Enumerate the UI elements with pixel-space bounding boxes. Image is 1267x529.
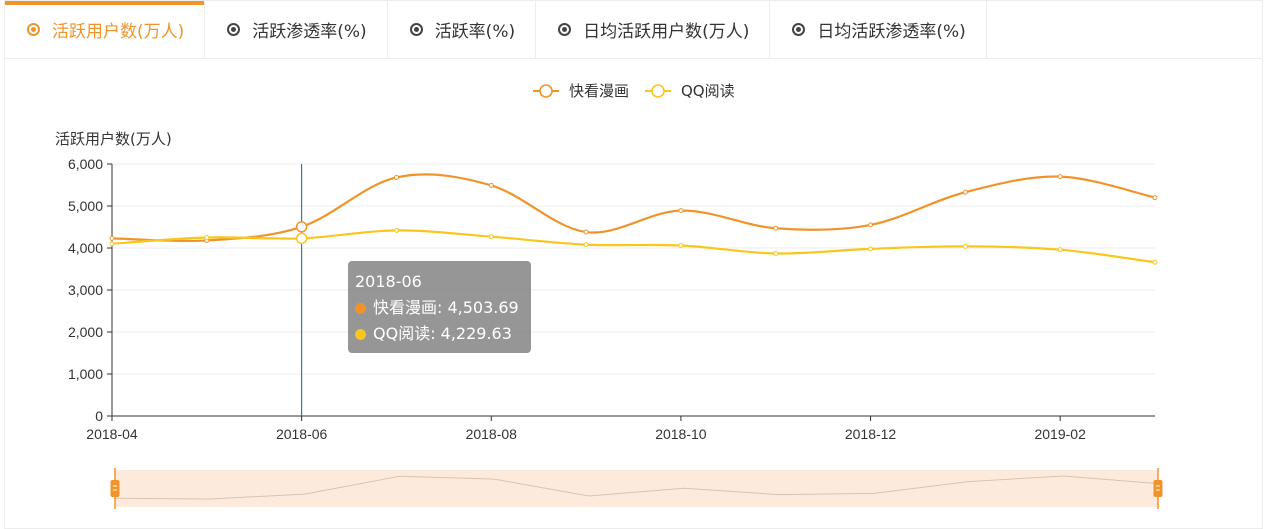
tab-active-rate[interactable]: 活跃率(%) — [388, 1, 537, 58]
highlight-point[interactable] — [295, 232, 308, 245]
datazoom-track[interactable] — [115, 470, 1158, 507]
series-line-2 — [111, 229, 1156, 264]
tab-label: 活跃渗透率(%) — [252, 22, 367, 42]
x-tick-label: 2019-02 — [1034, 426, 1086, 442]
tooltip-row-label: 快看漫画: 4,503.69 — [373, 298, 519, 317]
data-point[interactable] — [773, 225, 779, 231]
tab-active-users[interactable]: 活跃用户数(万人) — [5, 1, 206, 58]
data-point[interactable] — [1152, 259, 1158, 265]
series-2-dot-icon — [355, 328, 366, 340]
data-point[interactable] — [393, 227, 399, 233]
tooltip-row-series-1: 快看漫画: 4,503.69 — [355, 295, 524, 321]
x-tick-label: 2018-04 — [86, 426, 138, 442]
data-point[interactable] — [583, 242, 589, 248]
metric-tabbar: 活跃用户数(万人) 活跃渗透率(%) 活跃率(%) 日均活跃用户数(万人) 日均… — [5, 1, 1262, 59]
x-tick-label: 2018-10 — [655, 426, 707, 442]
datazoom-left-handle-icon[interactable] — [110, 480, 120, 497]
datazoom-right-handle-icon[interactable] — [1153, 480, 1163, 497]
x-tick-label: 2018-12 — [845, 426, 897, 442]
data-point[interactable] — [678, 208, 684, 214]
y-tick-label: 1,000 — [68, 366, 103, 382]
tooltip-row-series-2: QQ阅读: 4,229.63 — [355, 321, 524, 347]
data-point[interactable] — [1057, 174, 1063, 180]
data-point[interactable] — [204, 235, 210, 240]
radio-icon — [27, 23, 40, 36]
tab-daily-active-users[interactable]: 日均活跃用户数(万人) — [536, 1, 771, 58]
x-tick-label: 2018-06 — [276, 426, 328, 442]
y-tick-label: 5,000 — [68, 198, 103, 214]
legend-marker-icon[interactable] — [539, 84, 553, 98]
y-axis-title: 活跃用户数(万人) — [55, 130, 172, 148]
tab-label: 活跃用户数(万人) — [52, 22, 185, 42]
chart-tooltip: 2018-06 快看漫画: 4,503.69 QQ阅读: 4,229.63 — [348, 261, 531, 353]
data-point[interactable] — [488, 182, 494, 188]
data-point[interactable] — [109, 241, 115, 247]
radio-icon — [227, 23, 241, 36]
data-point[interactable] — [868, 222, 874, 228]
radio-icon — [409, 23, 423, 36]
data-point[interactable] — [109, 235, 115, 241]
chart-panel: 活跃用户数(万人) 活跃渗透率(%) 活跃率(%) 日均活跃用户数(万人) 日均… — [4, 0, 1263, 529]
tooltip-row-label: QQ阅读: 4,229.63 — [373, 324, 512, 343]
radio-icon — [558, 23, 572, 36]
data-point[interactable] — [1152, 195, 1158, 201]
series-1-dot-icon — [355, 302, 366, 314]
datazoom-preview-line — [114, 475, 1159, 500]
legend-marker-icon[interactable] — [651, 84, 665, 98]
data-point[interactable] — [488, 234, 494, 240]
tooltip-title: 2018-06 — [355, 272, 422, 291]
data-point[interactable] — [962, 189, 968, 195]
y-tick-label: 0 — [95, 408, 103, 424]
x-tick-label: 2018-08 — [466, 426, 518, 442]
data-point[interactable] — [1057, 247, 1063, 253]
tab-label: 活跃率(%) — [434, 22, 516, 42]
highlight-point[interactable] — [295, 221, 308, 233]
data-point[interactable] — [868, 246, 874, 252]
data-point[interactable] — [962, 243, 968, 249]
tab-active-penetration[interactable]: 活跃渗透率(%) — [205, 1, 388, 58]
tab-label: 日均活跃渗透率(%) — [817, 22, 966, 42]
data-point[interactable] — [583, 229, 589, 235]
tab-label: 日均活跃用户数(万人) — [583, 22, 750, 42]
data-point[interactable] — [773, 250, 779, 256]
y-tick-label: 4,000 — [68, 240, 103, 256]
y-tick-label: 6,000 — [68, 156, 103, 172]
series-line-1 — [111, 173, 1156, 243]
data-point[interactable] — [393, 174, 399, 180]
y-tick-label: 2,000 — [68, 324, 103, 340]
tab-daily-active-penetration[interactable]: 日均活跃渗透率(%) — [770, 1, 987, 58]
y-tick-label: 3,000 — [68, 282, 103, 298]
legend-label-1[interactable]: 快看漫画 — [569, 82, 629, 100]
legend-label-2[interactable]: QQ阅读 — [681, 82, 735, 100]
data-point[interactable] — [678, 242, 684, 248]
radio-icon — [792, 23, 806, 36]
